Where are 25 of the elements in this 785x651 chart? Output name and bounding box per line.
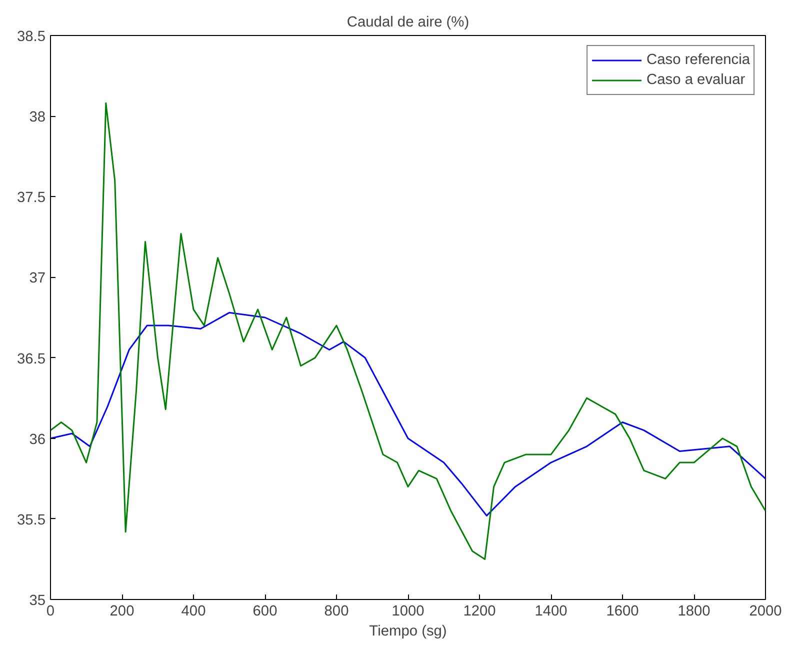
legend-label: Caso referencia [646,52,750,68]
y-tick-label: 36.5 [16,351,46,368]
y-tick-label: 35.5 [16,512,46,528]
x-tick-label: 1000 [392,604,424,620]
x-tick-label: 1600 [606,604,639,620]
y-tick-label: 35 [29,593,46,609]
x-axis-title: Tiempo (sg) [369,624,447,640]
line-series [50,102,766,560]
x-tick-label: 2000 [749,604,782,620]
x-tick-label: 1800 [678,604,710,620]
x-tick-label: 200 [110,604,134,620]
y-tick-label: 37.5 [16,190,46,206]
x-tick-label: 1200 [463,604,496,620]
y-tick-label: 36 [29,432,46,448]
line-series [50,312,766,516]
x-tick-label: 800 [324,604,349,620]
x-tick-label: 0 [46,604,55,620]
x-tick-label: 1400 [534,604,568,620]
legend-label: Caso a evaluar [646,72,746,88]
chart-title: Caudal de aire (%) [346,14,470,30]
y-tick-label: 38 [29,110,46,126]
y-tick-label: 37 [29,270,46,287]
y-tick-label: 38.5 [16,29,46,45]
x-tick-label: 600 [252,604,278,620]
x-tick-label: 400 [181,604,206,620]
